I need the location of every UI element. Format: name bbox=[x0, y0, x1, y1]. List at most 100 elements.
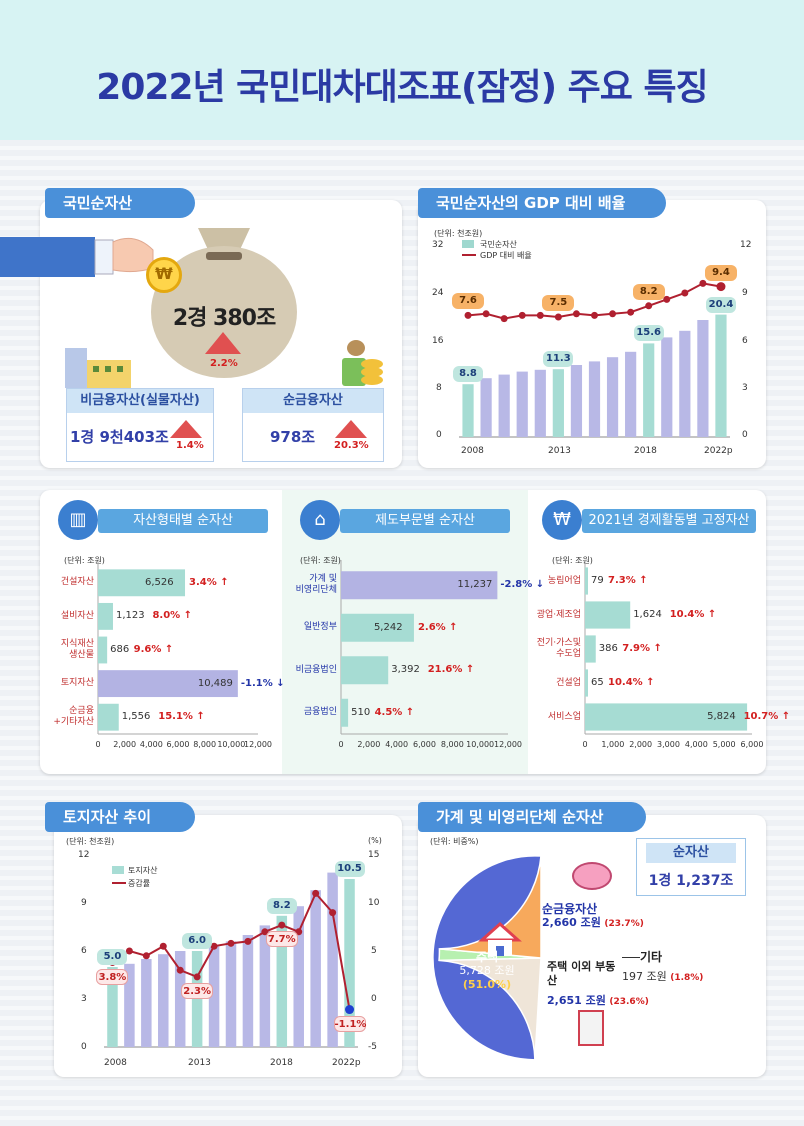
land-bar bbox=[327, 872, 338, 1047]
land-bar-label: 5.0 bbox=[97, 949, 128, 965]
institution-bar bbox=[341, 613, 414, 642]
gdp-legend-bar-swatch bbox=[462, 240, 474, 248]
asset-type-category-line: 설비자산 bbox=[60, 610, 94, 621]
household-tab: 가계 및 비영리단체 순자산 bbox=[418, 802, 646, 832]
gdp-bar bbox=[516, 371, 528, 437]
net-assets-box-value: 1경 1,237조 bbox=[648, 873, 734, 889]
asset-type-value-label: 686 bbox=[110, 644, 130, 655]
fixed-assets-x-tick: 5,000 bbox=[712, 740, 736, 749]
gdp-bar bbox=[534, 369, 546, 437]
fixed-assets-unit: (단위: 조원) bbox=[552, 556, 593, 565]
money-bag-icon bbox=[150, 220, 298, 380]
fixed-assets-growth-label: 10.7% ↑ bbox=[743, 711, 791, 722]
land-x-tick: 2022p bbox=[332, 1058, 361, 1068]
institution-category-label: 일반정부 bbox=[289, 622, 337, 633]
land-legend-bar-swatch bbox=[112, 866, 124, 874]
land-right-tick: 5 bbox=[371, 946, 377, 956]
net-financial-label: 순금융자산 bbox=[243, 389, 383, 413]
gdp-bar bbox=[552, 369, 564, 437]
land-line-point bbox=[278, 921, 286, 929]
land-line-label: 2.3% bbox=[181, 982, 214, 999]
fixed-assets-category-line: 전기·가스및 bbox=[536, 638, 581, 648]
building-left bbox=[65, 348, 87, 388]
fixed-assets-category-line: 건설업 bbox=[556, 677, 581, 688]
coins-stack-icon bbox=[340, 338, 384, 388]
bag-body bbox=[151, 246, 297, 378]
pie-re-value: 2,651 조원 bbox=[547, 994, 606, 1007]
asset-type-growth-label: 8.0% ↑ bbox=[152, 610, 193, 622]
land-legend-bar: 토지자산 bbox=[128, 866, 158, 875]
pie-etc-value: 197 조원 bbox=[622, 970, 667, 983]
gdp-left-tick: 16 bbox=[432, 336, 444, 346]
land-bar-label: 10.5 bbox=[334, 861, 365, 877]
institution-growth-label: 2.6% ↑ bbox=[417, 621, 458, 633]
fixed-assets-category-line: 수도업 bbox=[556, 649, 581, 659]
land-right-tick: -5 bbox=[368, 1042, 377, 1052]
institution-growth-label: 21.6% ↑ bbox=[427, 664, 475, 676]
asset-type-tab: 자산형태별 순자산 bbox=[98, 509, 268, 533]
gdp-bar-label: 20.4 bbox=[705, 296, 736, 313]
total-growth: 2.2% bbox=[210, 358, 238, 369]
coins-svg bbox=[342, 340, 383, 386]
gdp-right-tick: 3 bbox=[742, 383, 748, 393]
fixed-assets-value-label: 1,624 bbox=[633, 609, 662, 620]
house-door bbox=[496, 946, 504, 956]
land-bar bbox=[141, 959, 152, 1047]
gdp-line-label: 7.6 bbox=[452, 293, 485, 310]
land-bar bbox=[191, 951, 203, 1047]
house-icon bbox=[478, 921, 522, 958]
asset-type-x-tick: 4,000 bbox=[139, 740, 163, 749]
gdp-bar bbox=[606, 357, 619, 437]
land-x-tick: 2018 bbox=[270, 1058, 293, 1068]
fixed-assets-bar bbox=[585, 567, 588, 595]
gdp-right-tick: 6 bbox=[742, 336, 748, 346]
asset-type-x-tick: 0 bbox=[95, 740, 101, 749]
pie-etc-leader bbox=[622, 957, 640, 958]
fixed-assets-tab: 2021년 경제활동별 고정자산 bbox=[582, 509, 756, 533]
land-left-tick: 3 bbox=[81, 994, 87, 1004]
asset-type-value-label: 10,489 bbox=[197, 677, 233, 689]
piggy-bank-icon bbox=[572, 862, 612, 890]
gdp-line-point bbox=[518, 311, 526, 319]
fixed-assets-x-tick: 6,000 bbox=[740, 740, 764, 749]
house-svg bbox=[478, 921, 522, 956]
institution-growth-label: -2.8% ↓ bbox=[500, 579, 545, 591]
land-left-tick: 6 bbox=[81, 946, 87, 956]
land-left-tick: 9 bbox=[81, 898, 87, 908]
institution-x-tick: 6,000 bbox=[413, 740, 436, 749]
land-line-point bbox=[210, 942, 218, 950]
asset-type-x-tick: 12,000 bbox=[244, 740, 272, 749]
asset-type-value-label: 6,526 bbox=[145, 576, 174, 588]
net-assets-tab: 국민순자산 bbox=[45, 188, 195, 218]
pie-etc-row: 197 조원 (1.8%) bbox=[622, 968, 703, 984]
gdp-line-label: 9.4 bbox=[704, 264, 737, 281]
gdp-line-point bbox=[716, 282, 726, 292]
land-line-point bbox=[125, 947, 133, 955]
land-unit-right: (%) bbox=[368, 836, 382, 845]
pie-etc-name: 기타 bbox=[640, 950, 663, 964]
fixed-assets-growth-label: 7.9% ↑ bbox=[622, 643, 662, 654]
asset-type-category-line: 지식재산 bbox=[60, 639, 94, 649]
gdp-line-point bbox=[663, 295, 671, 303]
coin bbox=[361, 367, 383, 377]
institution-category-line: 금융법인 bbox=[303, 707, 337, 718]
pie-re-row: 2,651 조원 (23.6%) bbox=[547, 994, 649, 1009]
gdp-line-label: 8.2 bbox=[632, 283, 665, 300]
gdp-line-point bbox=[554, 313, 562, 321]
asset-type-category-line: +기타자산 bbox=[53, 717, 94, 728]
gdp-line-point bbox=[591, 311, 598, 319]
land-line-point bbox=[142, 952, 150, 960]
asset-type-category-line: 순금융 bbox=[69, 706, 94, 717]
coin bbox=[361, 375, 383, 385]
land-line-label: -1.1% bbox=[333, 1015, 366, 1032]
land-left-tick: 0 bbox=[81, 1042, 87, 1052]
non-financial-value: 1경 9천403조 bbox=[70, 428, 169, 446]
hand-icon bbox=[94, 228, 155, 276]
land-line-point bbox=[312, 889, 320, 897]
land-right-tick: 0 bbox=[371, 994, 377, 1004]
pie-label-etc: 기타 bbox=[640, 950, 662, 964]
gdp-bar bbox=[697, 320, 709, 437]
gdp-left-tick: 32 bbox=[432, 240, 444, 250]
